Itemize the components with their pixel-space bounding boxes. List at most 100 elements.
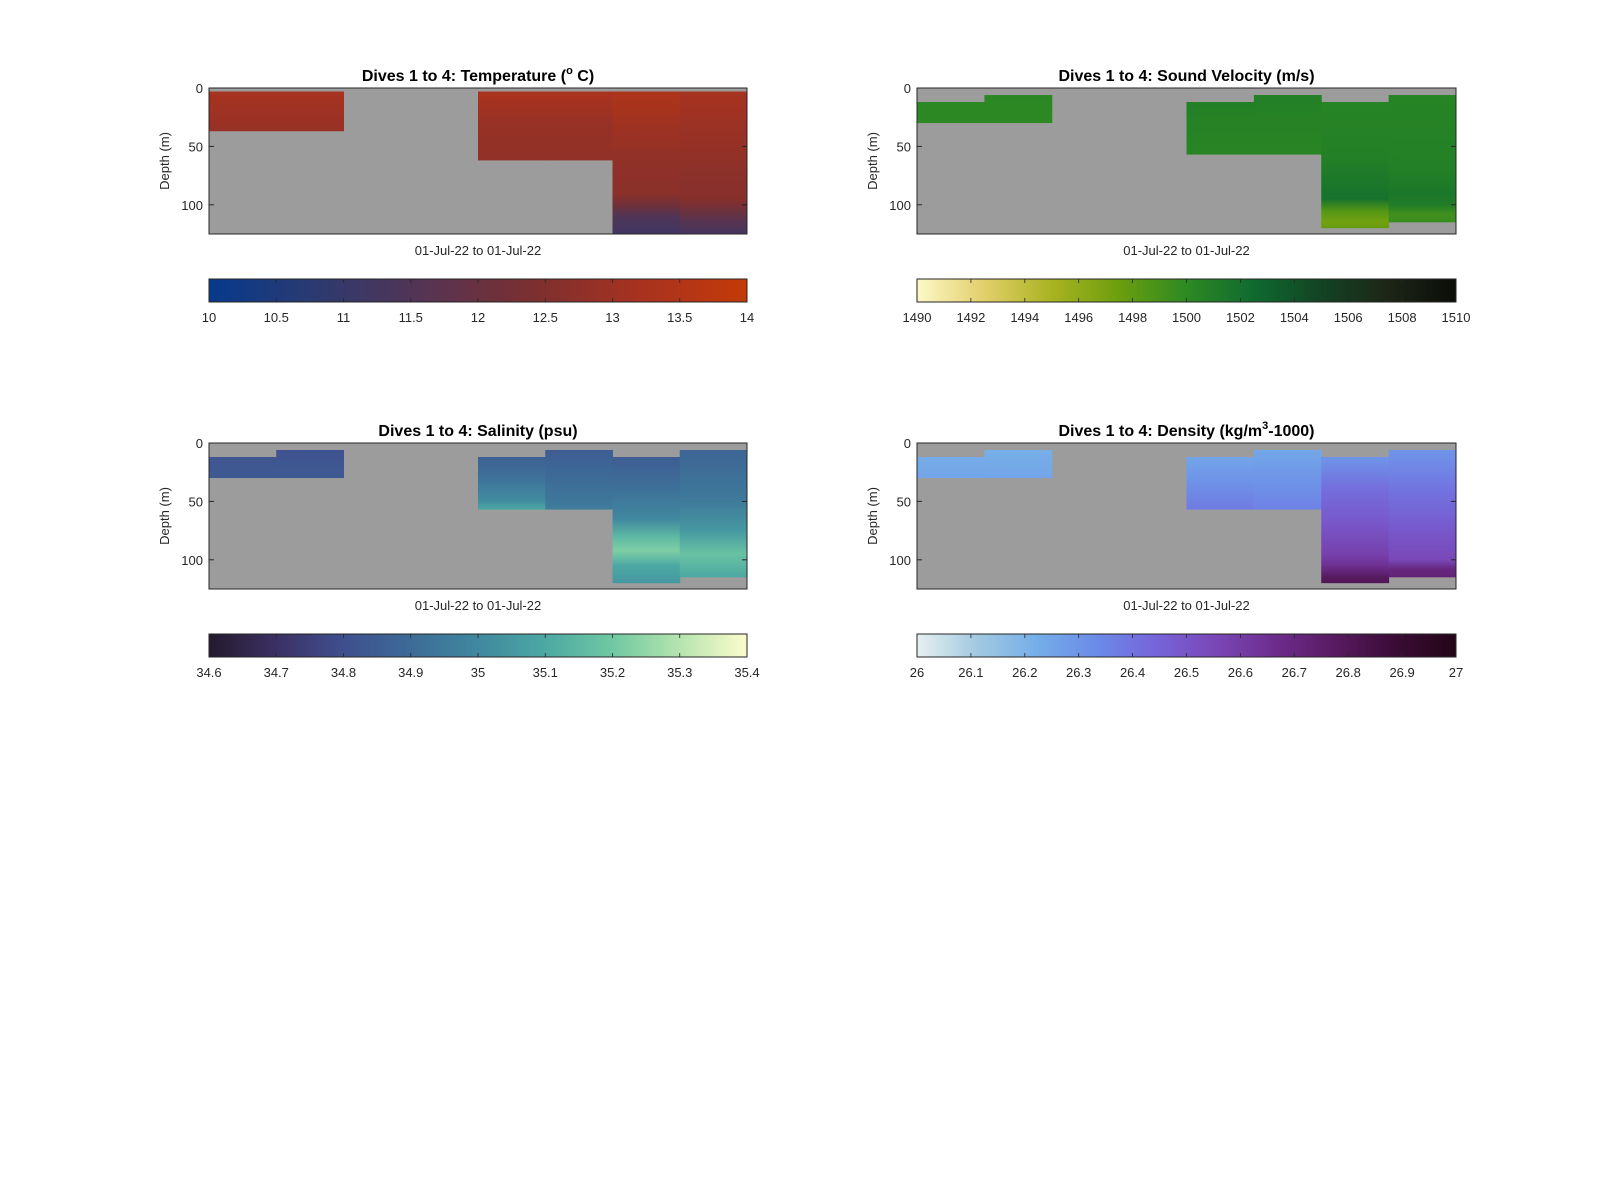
profile-column-5	[478, 91, 546, 161]
profile-column-1	[209, 91, 277, 132]
chart-title: Dives 1 to 4: Density (kg/m3-1000)	[1059, 420, 1315, 440]
axes-frame	[916, 442, 1457, 590]
profile-column-7	[1321, 457, 1390, 584]
y-tick-label: 0	[904, 436, 911, 451]
axes-frame	[208, 442, 748, 590]
profile-column-8	[1388, 450, 1457, 578]
profile-column-6	[545, 450, 613, 510]
colorbar	[917, 634, 1456, 657]
colorbar-tick-label: 1508	[1388, 310, 1417, 325]
colorbar-tick-label: 1500	[1172, 310, 1201, 325]
y-tick-label: 100	[181, 553, 203, 568]
profile-column-1	[209, 457, 277, 479]
colorbar	[209, 634, 747, 657]
y-tick-label: 0	[196, 81, 203, 96]
colorbar-tick-label: 12	[471, 310, 485, 325]
chart-title: Dives 1 to 4: Salinity (psu)	[378, 423, 577, 440]
chart-panel-1: 0 50 100 Depth (m) 01-Jul-22 to 01-Jul-22 Div…	[157, 65, 754, 325]
y-axis-label: Depth (m)	[865, 132, 880, 190]
profile-column-7	[1321, 102, 1390, 229]
colorbar-tick-label: 1506	[1334, 310, 1363, 325]
chart-panel-3: 0 50 100 Depth (m) 01-Jul-22 to 01-Jul-22 Div…	[157, 423, 760, 680]
chart-title-main: Dives 1 to 4: Density (kg/m	[1059, 423, 1263, 440]
profile-column-8	[1388, 95, 1457, 223]
chart-title: Dives 1 to 4: Sound Velocity (m/s)	[1058, 68, 1314, 85]
colorbar-tick-label: 26.9	[1389, 665, 1414, 680]
colorbar-tick-label: 11	[337, 310, 351, 325]
y-tick-label: 100	[181, 198, 203, 213]
chart-title-superscript: 3	[1262, 420, 1268, 432]
profile-column-2	[276, 91, 344, 132]
chart-title: Dives 1 to 4: Temperature (o C)	[362, 65, 594, 85]
x-axis-label: 01-Jul-22 to 01-Jul-22	[1123, 598, 1249, 613]
colorbar-tick-label: 1494	[1010, 310, 1039, 325]
colorbar	[917, 279, 1456, 302]
profile-column-2	[276, 450, 344, 479]
colorbar-tick-label: 26.7	[1282, 665, 1307, 680]
colorbar-tick-label: 1504	[1280, 310, 1309, 325]
colorbar-tick-label: 34.8	[331, 665, 356, 680]
y-tick-label: 50	[897, 494, 911, 509]
colorbar-tick-label: 1496	[1064, 310, 1093, 325]
colorbar-tick-label: 27	[1449, 665, 1463, 680]
colorbar-tick-label: 1510	[1442, 310, 1471, 325]
profile-column-1	[917, 102, 985, 124]
colorbar-tick-label: 35	[471, 665, 485, 680]
profile-column-8	[679, 450, 748, 578]
chart-title-main: Dives 1 to 4: Salinity (psu)	[378, 423, 577, 440]
colorbar-tick-label: 35.3	[667, 665, 692, 680]
colorbar-tick-label: 1498	[1118, 310, 1147, 325]
profile-column-7	[612, 457, 681, 584]
colorbar-tick-label: 34.7	[264, 665, 289, 680]
chart-title-superscript: o	[566, 65, 573, 77]
colorbar-tick-label: 26.4	[1120, 665, 1145, 680]
colorbar-tick-label: 12.5	[533, 310, 558, 325]
colorbar-tick-label: 35.2	[600, 665, 625, 680]
colorbar-tick-label: 14	[740, 310, 754, 325]
chart-title-rest: -1000)	[1268, 423, 1314, 440]
x-axis-label: 01-Jul-22 to 01-Jul-22	[415, 598, 541, 613]
colorbar-tick-label: 26.6	[1228, 665, 1253, 680]
profile-column-6	[1253, 95, 1322, 155]
colorbar-tick-label: 34.6	[196, 665, 221, 680]
chart-panel-2: 0 50 100 Depth (m) 01-Jul-22 to 01-Jul-22 Div…	[865, 68, 1470, 325]
colorbar-tick-label: 26.8	[1336, 665, 1361, 680]
x-axis-label: 01-Jul-22 to 01-Jul-22	[1123, 243, 1249, 258]
colorbar-tick-label: 1502	[1226, 310, 1255, 325]
profile-column-5	[1186, 457, 1255, 510]
colorbar-tick-label: 1490	[903, 310, 932, 325]
profile-column-6	[545, 91, 613, 161]
colorbar-tick-label: 35.4	[734, 665, 759, 680]
axes-frame	[916, 87, 1457, 235]
colorbar-tick-label: 26.3	[1066, 665, 1091, 680]
profile-column-5	[1186, 102, 1255, 155]
chart-panel-4: 0 50 100 Depth (m) 01-Jul-22 to 01-Jul-22 Div…	[865, 420, 1463, 680]
y-tick-label: 100	[889, 553, 911, 568]
y-axis-label: Depth (m)	[157, 487, 172, 545]
y-tick-label: 50	[189, 494, 203, 509]
colorbar-tick-label: 1492	[956, 310, 985, 325]
profile-column-7	[612, 91, 681, 234]
y-tick-label: 0	[904, 81, 911, 96]
colorbar-tick-label: 10.5	[264, 310, 289, 325]
profile-column-8	[679, 91, 748, 234]
profile-column-5	[478, 457, 546, 510]
colorbar-tick-label: 26.2	[1012, 665, 1037, 680]
chart-title-main: Dives 1 to 4: Temperature (	[362, 68, 567, 85]
profile-column-1	[917, 457, 985, 479]
y-tick-label: 0	[196, 436, 203, 451]
y-tick-label: 100	[889, 198, 911, 213]
colorbar-tick-label: 26.1	[958, 665, 983, 680]
profile-column-2	[984, 95, 1053, 124]
colorbar-tick-label: 11.5	[399, 310, 423, 325]
chart-title-main: Dives 1 to 4: Sound Velocity (m/s)	[1058, 68, 1314, 85]
y-tick-label: 50	[897, 139, 911, 154]
colorbar-tick-label: 13	[605, 310, 619, 325]
y-axis-label: Depth (m)	[865, 487, 880, 545]
colorbar-tick-label: 26.5	[1174, 665, 1199, 680]
axes-frame	[208, 87, 748, 235]
colorbar	[209, 279, 747, 302]
colorbar-tick-label: 13.5	[667, 310, 692, 325]
profile-column-2	[984, 450, 1053, 479]
